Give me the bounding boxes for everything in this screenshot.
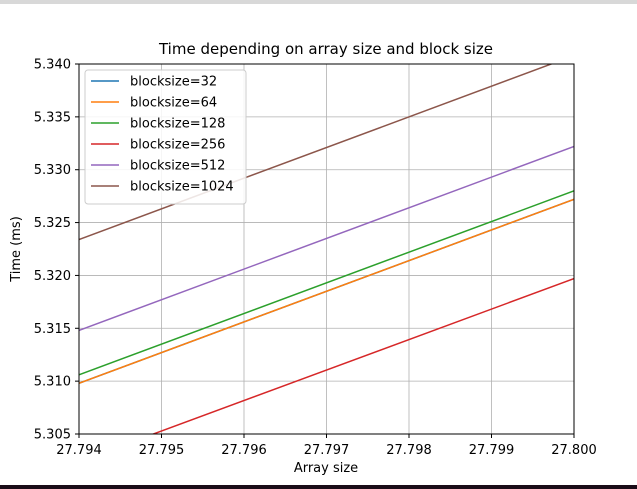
x-axis-ticks: 27.794 27.795 27.796 27.797 27.798 27.799 27.8… bbox=[56, 434, 597, 458]
legend-frame bbox=[84, 69, 247, 205]
chart-title: Time depending on array size and block s… bbox=[158, 40, 493, 58]
series-lines bbox=[79, 64, 574, 434]
legend-label: blocksize=64 bbox=[130, 96, 217, 111]
series-line bbox=[79, 64, 554, 241]
legend-label: blocksize=512 bbox=[130, 159, 225, 174]
legend-label: blocksize=32 bbox=[130, 75, 217, 90]
y-tick-label: 5.340 bbox=[34, 58, 71, 73]
x-tick-label: 27.797 bbox=[304, 443, 350, 458]
legend-label: blocksize=1024 bbox=[130, 180, 234, 195]
series-line bbox=[151, 277, 574, 434]
x-tick-label: 27.794 bbox=[56, 443, 102, 458]
legend-label: blocksize=128 bbox=[130, 117, 225, 132]
y-tick-label: 5.335 bbox=[34, 110, 71, 125]
y-axis-ticks: 5.305 5.310 5.315 5.320 5.325 5.330 5.335 5.340 bbox=[34, 58, 79, 443]
y-tick-label: 5.320 bbox=[34, 269, 71, 284]
x-axis-label: Array size bbox=[294, 461, 358, 476]
legend: blocksize=32 blocksize=64 blocksize=128 blo… bbox=[84, 69, 247, 205]
series-line bbox=[79, 198, 574, 384]
window-top-strip bbox=[0, 0, 637, 4]
x-tick-label: 27.798 bbox=[386, 443, 432, 458]
x-tick-label: 27.796 bbox=[221, 443, 267, 458]
window-bottom-strip bbox=[0, 485, 637, 489]
series-line bbox=[79, 190, 574, 376]
y-axis-label: Time (ms) bbox=[9, 216, 24, 283]
y-tick-label: 5.310 bbox=[34, 375, 71, 390]
x-tick-label: 27.800 bbox=[551, 443, 597, 458]
y-tick-label: 5.325 bbox=[34, 216, 71, 231]
legend-label: blocksize=256 bbox=[130, 138, 225, 153]
x-tick-label: 27.795 bbox=[139, 443, 185, 458]
x-tick-label: 27.799 bbox=[469, 443, 515, 458]
y-tick-label: 5.315 bbox=[34, 322, 71, 337]
y-tick-label: 5.330 bbox=[34, 163, 71, 178]
y-tick-label: 5.305 bbox=[34, 428, 71, 443]
series-line bbox=[79, 145, 574, 332]
